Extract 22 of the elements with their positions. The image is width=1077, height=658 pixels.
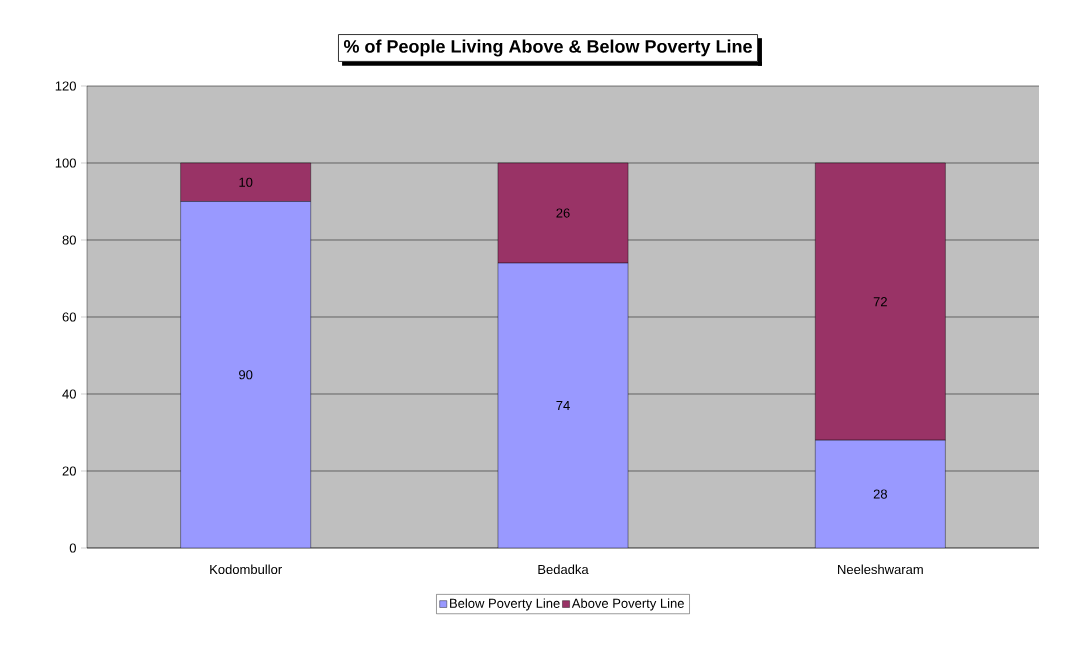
y-tick-label: 60: [62, 312, 76, 322]
data-label: 90: [239, 370, 253, 380]
y-tick-label: 100: [55, 158, 76, 168]
x-tick-label: Kodombullor: [210, 564, 282, 575]
data-label: 74: [556, 401, 570, 411]
x-tick-label: Bedadka: [538, 564, 589, 575]
y-tick-label: 20: [62, 466, 76, 476]
bar: [497, 262, 629, 548]
data-label: 10: [239, 177, 253, 187]
data-label: 72: [873, 297, 887, 307]
data-label: 26: [556, 208, 570, 218]
chart-title: % of People Living Above & Below Poverty Line: [343, 39, 752, 57]
y-tick-label: 40: [62, 389, 76, 399]
legend-label: Below Poverty Line: [450, 598, 560, 611]
legend-label: Above Poverty Line: [571, 598, 684, 611]
y-tick-label: 80: [62, 235, 76, 245]
data-label: 28: [873, 489, 887, 499]
y-tick-label: 120: [55, 81, 76, 91]
x-tick-label: Neeleshwaram: [838, 564, 923, 575]
y-tick-label: 0: [69, 543, 76, 553]
bar: [815, 439, 946, 548]
bar: [180, 201, 311, 548]
